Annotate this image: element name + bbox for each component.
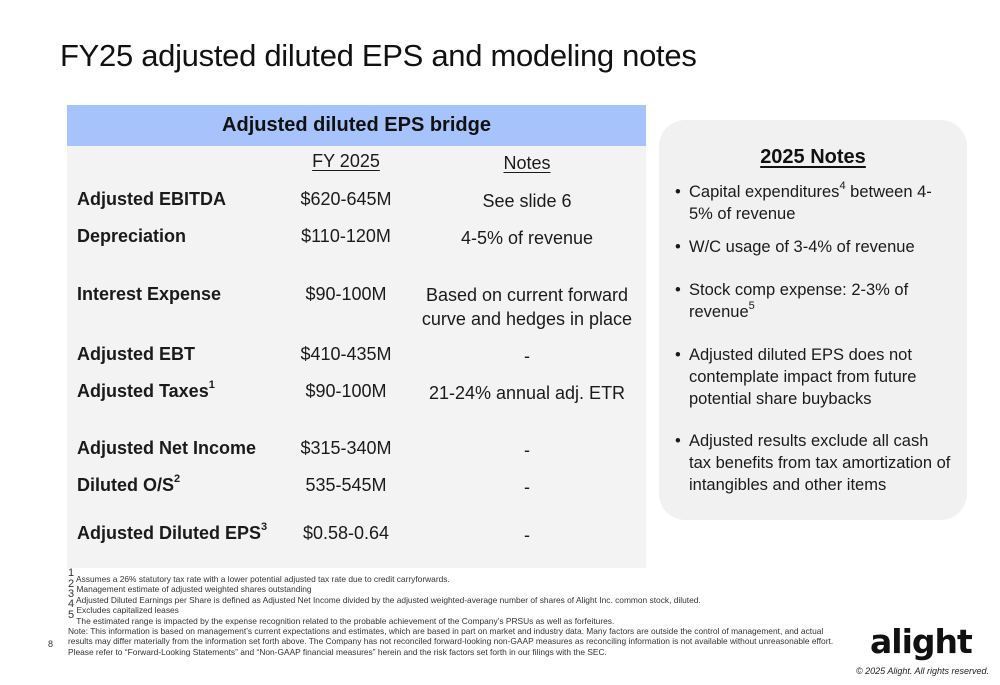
copyright: © 2025 Alight. All rights reserved. [856, 666, 990, 676]
list-item: • W/C usage of 3-4% of revenue [675, 238, 915, 256]
notes-title: 2025 Notes [760, 146, 866, 168]
footnote: 3 Adjusted Diluted Earnings per Share is… [68, 588, 701, 605]
bridge-header: Adjusted diluted EPS bridge [67, 105, 646, 146]
bullet-icon: • [675, 346, 681, 364]
footnote: 1 Assumes a 26% statutory tax rate with … [68, 567, 450, 584]
row-label: Adjusted Diluted EPS3 [77, 521, 268, 544]
row-value: $90-100M [305, 381, 387, 401]
bullet-icon: • [675, 238, 681, 256]
row-value: $315-340M [300, 438, 392, 458]
row-label: Adjusted EBITDA [77, 189, 227, 209]
row-note: 21-24% annual adj. ETR [428, 383, 626, 403]
page-title: FY25 adjusted diluted EPS and modeling n… [60, 38, 697, 73]
row-label: Interest Expense [77, 284, 222, 304]
row-label: Diluted O/S2 [77, 473, 181, 496]
list-item: • Capital expenditures4 between 4-5% of … [675, 179, 932, 223]
disclaimer-note: Note: This information is based on manag… [68, 626, 834, 657]
row-note: - [524, 440, 530, 460]
row-note: - [524, 525, 530, 545]
row-label: Adjusted Taxes1 [77, 379, 215, 402]
footnote: 2 Management estimate of adjusted weight… [68, 577, 312, 595]
footnotes: 1 Assumes a 26% statutory tax rate with … [68, 567, 848, 657]
row-label: Adjusted Net Income [77, 438, 257, 458]
page-number: 8 [48, 639, 54, 649]
row-note: - [524, 346, 530, 366]
list-item: • Adjusted results exclude all cash tax … [675, 432, 951, 494]
bullet-icon: • [675, 281, 681, 299]
row-note: See slide 6 [482, 191, 572, 211]
row-label: Adjusted EBT [77, 344, 196, 364]
row-note: 4-5% of revenue [460, 228, 594, 248]
list-item: • Adjusted diluted EPS does not contempl… [675, 346, 917, 408]
eps-bridge-table: Adjusted diluted EPS bridge FY 2025 Note… [67, 105, 646, 568]
row-value: $410-435M [300, 344, 392, 364]
footnote: 4 Excludes capitalized leases [68, 598, 179, 616]
row-value: $110-120M [301, 226, 391, 246]
row-label: Depreciation [77, 226, 187, 246]
footnote: 5 The estimated range is impacted by the… [68, 608, 615, 626]
row-value: $90-100M [305, 284, 387, 304]
bullet-icon: • [675, 183, 681, 201]
row-note: Based on current forward curve and hedge… [421, 285, 633, 329]
row-value: $0.58-0.64 [302, 523, 390, 543]
alight-logo: alight [870, 622, 973, 661]
column-header-fy2025: FY 2025 [312, 151, 380, 171]
bullet-icon: • [675, 432, 681, 450]
row-value: $620-645M [300, 189, 392, 209]
row-value: 535-545M [305, 475, 387, 495]
notes-panel: 2025 Notes • Capital expenditures4 betwe… [659, 120, 967, 520]
column-header-notes: Notes [503, 153, 551, 173]
row-note: - [524, 477, 530, 497]
list-item: • Stock comp expense: 2-3% of revenue5 [675, 281, 909, 321]
